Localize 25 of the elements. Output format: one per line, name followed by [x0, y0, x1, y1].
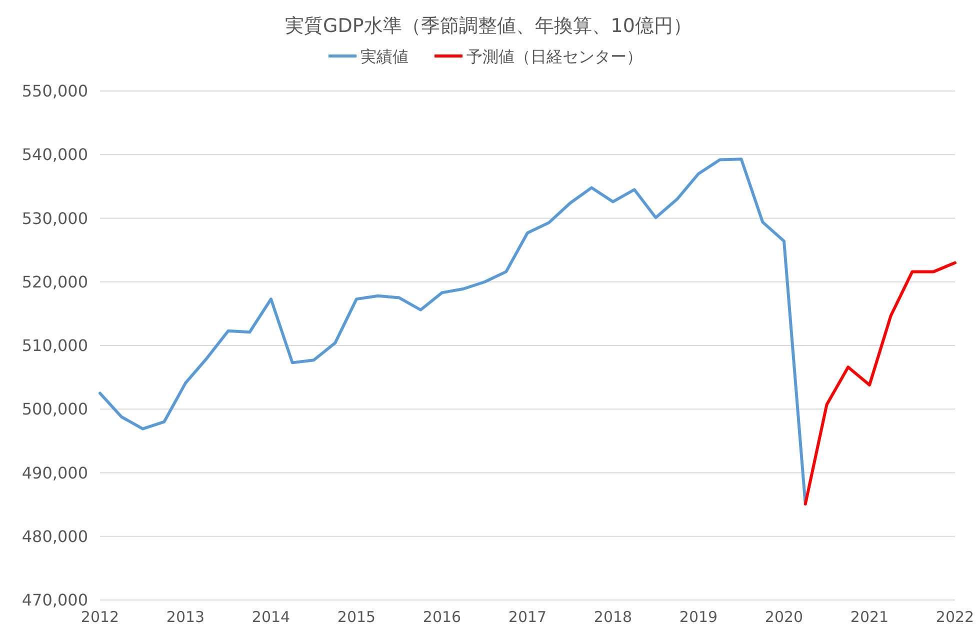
x-tick-label: 2018 — [594, 608, 632, 626]
x-tick-label: 2012 — [80, 608, 120, 626]
y-tick-label: 530,000 — [22, 208, 88, 228]
y-tick-label: 490,000 — [22, 463, 88, 482]
x-tick-label: 2013 — [166, 608, 205, 626]
y-tick-label: 510,000 — [22, 336, 88, 356]
y-tick-label: 480,000 — [22, 526, 88, 546]
y-tick-label: 470,000 — [22, 590, 88, 610]
x-tick-label: 2021 — [850, 608, 889, 626]
y-tick-label: 550,000 — [22, 82, 88, 101]
y-tick-label: 520,000 — [22, 272, 88, 292]
x-tick-label: 2022 — [936, 608, 974, 626]
x-tick-label: 2019 — [679, 608, 718, 626]
y-tick-label: 540,000 — [22, 145, 88, 164]
line-series — [804, 261, 956, 506]
y-tick-label: 500,000 — [22, 400, 88, 419]
x-tick-label: 2015 — [337, 608, 376, 626]
x-tick-label: 2017 — [508, 608, 547, 626]
x-tick-label: 2020 — [764, 608, 804, 626]
x-tick-label: 2014 — [252, 608, 290, 626]
legend-label: 実績値 — [360, 47, 408, 66]
line-series — [98, 158, 807, 506]
x-tick-label: 2016 — [422, 608, 462, 626]
legend-label: 予測値（日経センター） — [466, 47, 642, 66]
chart-title: 実質GDP水準（季節調整値、年換算、10億円） — [285, 15, 692, 37]
